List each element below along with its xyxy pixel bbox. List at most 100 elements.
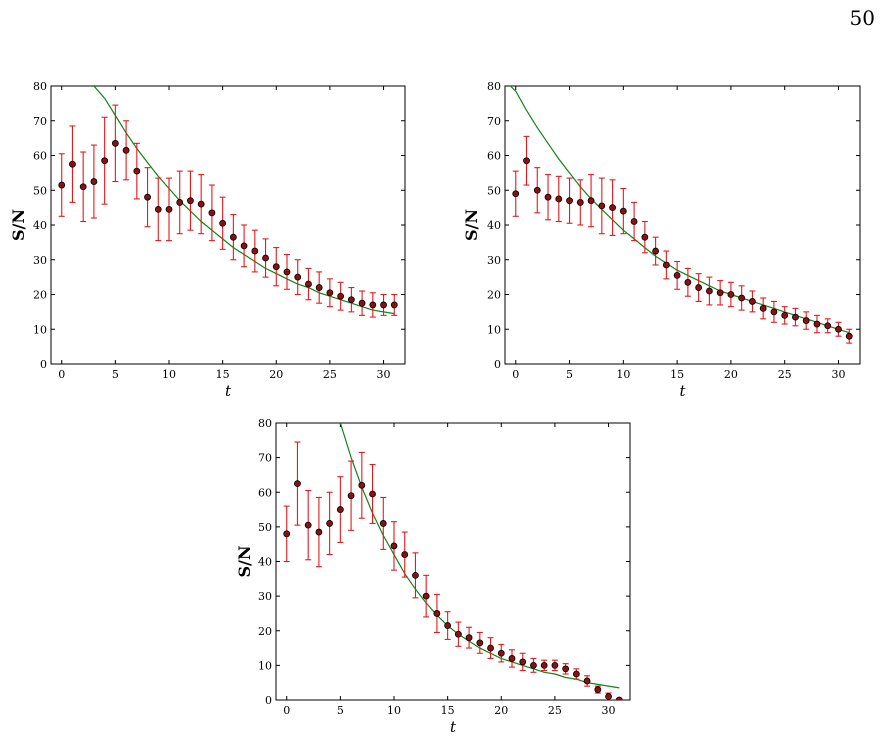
y-tick-label: 0 — [40, 358, 47, 371]
data-point — [738, 294, 746, 302]
x-tick-label: 20 — [494, 704, 508, 717]
data-point — [229, 233, 237, 241]
data-point — [369, 490, 376, 498]
data-point — [662, 261, 670, 269]
y-tick-label: 70 — [258, 452, 272, 465]
y-tick-label: 10 — [487, 323, 501, 336]
data-point — [358, 299, 366, 307]
data-point — [197, 200, 205, 208]
x-tick-label: 30 — [377, 368, 391, 381]
data-point — [576, 199, 584, 206]
data-point — [465, 634, 473, 642]
x-tick-label: 20 — [724, 368, 738, 381]
x-tick-label: 25 — [548, 704, 562, 717]
fit-curve — [93, 86, 395, 315]
data-point — [770, 308, 778, 316]
data-point — [283, 268, 291, 276]
data-point — [379, 520, 387, 527]
data-point — [101, 157, 109, 165]
x-axis-label: t — [225, 382, 232, 400]
x-tick-label: 20 — [269, 368, 283, 381]
data-point — [835, 325, 842, 333]
data-point — [122, 146, 130, 154]
page-number: 50 — [849, 6, 875, 30]
x-tick-label: 0 — [58, 368, 65, 381]
data-point — [673, 271, 681, 279]
data-point — [487, 644, 494, 652]
plot-area — [58, 86, 398, 318]
data-point — [326, 520, 334, 527]
data-point — [727, 291, 735, 298]
data-point — [512, 190, 520, 198]
x-tick-label: 0 — [512, 368, 519, 381]
data-point — [594, 686, 602, 694]
data-point — [347, 296, 355, 304]
plot-area — [509, 86, 853, 344]
y-tick-label: 0 — [494, 358, 501, 371]
x-tick-label: 10 — [387, 704, 401, 717]
data-point — [641, 233, 649, 241]
data-point — [187, 197, 194, 205]
data-point — [390, 542, 398, 550]
data-point — [615, 696, 623, 700]
y-tick-label: 50 — [258, 521, 272, 534]
y-tick-label: 80 — [258, 417, 272, 430]
data-point — [165, 205, 173, 213]
data-point — [630, 218, 638, 225]
data-point — [562, 665, 570, 673]
x-tick-label: 5 — [112, 368, 119, 381]
data-point — [551, 661, 559, 669]
y-tick-label: 20 — [33, 289, 47, 302]
data-point — [262, 254, 269, 262]
x-axis-label: t — [450, 718, 457, 736]
data-point — [401, 551, 409, 558]
y-tick-label: 0 — [265, 694, 272, 707]
y-axis-label: S/N — [9, 209, 28, 241]
data-point — [433, 610, 441, 617]
data-point — [176, 199, 184, 206]
data-point — [315, 284, 323, 291]
data-point — [598, 202, 606, 210]
data-point — [422, 592, 430, 600]
x-tick-label: 25 — [323, 368, 337, 381]
y-tick-label: 50 — [487, 184, 501, 197]
data-point — [336, 506, 344, 513]
plot-panel-top-right: 0 5 10 15 20 25 30 0 10 20 30 40 50 60 70 80 t S/N — [462, 80, 861, 400]
data-point — [358, 481, 366, 489]
data-point — [716, 289, 724, 297]
data-point — [497, 649, 505, 657]
data-point — [251, 247, 259, 255]
data-point — [609, 204, 616, 212]
y-tick-label: 40 — [487, 219, 501, 232]
y-tick-label: 50 — [33, 184, 47, 197]
y-axis-label: S/N — [462, 209, 481, 241]
data-point — [792, 313, 799, 321]
y-tick-label: 40 — [33, 219, 47, 232]
data-point — [544, 193, 552, 201]
data-point — [652, 247, 660, 255]
data-point — [219, 219, 227, 227]
data-point — [759, 304, 767, 312]
y-tick-label: 60 — [487, 150, 501, 163]
data-point — [523, 157, 530, 165]
data-point — [749, 298, 756, 305]
data-point — [58, 181, 66, 189]
plot-area — [283, 423, 623, 700]
data-point — [90, 178, 98, 185]
data-point — [533, 186, 541, 194]
x-tick-label: 30 — [602, 704, 616, 717]
data-point — [572, 670, 580, 678]
y-tick-label: 30 — [487, 254, 501, 267]
x-tick-label: 10 — [162, 368, 176, 381]
plot-panel-top-left: 0 5 10 15 20 25 30 0 10 20 30 40 50 60 70 80 t S/N — [9, 80, 406, 400]
y-tick-label: 10 — [258, 659, 272, 672]
data-point — [476, 639, 484, 647]
data-point — [566, 197, 573, 205]
x-tick-label: 30 — [831, 368, 845, 381]
x-tick-label: 15 — [216, 368, 230, 381]
plot-panel-bottom: 0 5 10 15 20 25 30 0 10 20 30 40 50 60 70 80 t S/N — [235, 417, 631, 736]
y-tick-label: 70 — [487, 115, 501, 128]
data-point — [605, 693, 612, 700]
y-tick-label: 80 — [487, 80, 501, 93]
